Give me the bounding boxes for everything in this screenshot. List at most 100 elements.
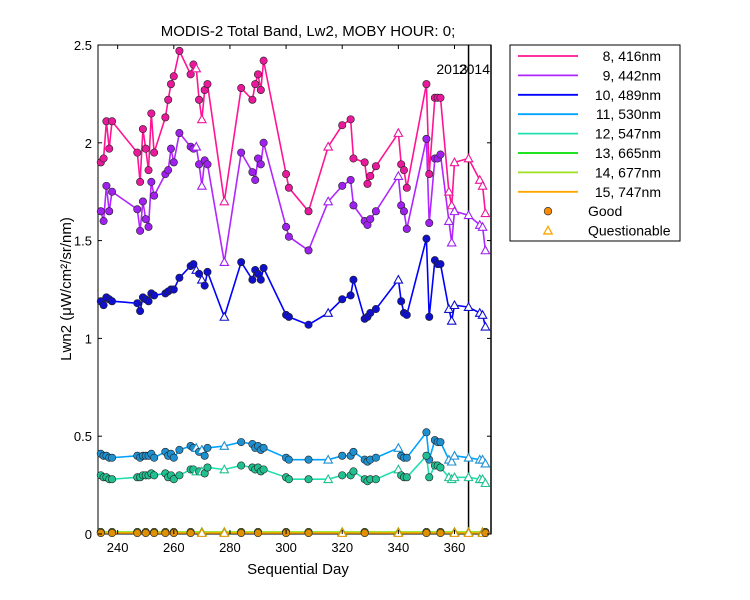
good-point bbox=[203, 80, 212, 89]
good-point bbox=[338, 181, 347, 190]
legend: 8, 416nm 9, 442nm 10, 489nm 11, 530nm 12, 54… bbox=[509, 44, 681, 242]
legend-marker-label: Good bbox=[588, 203, 622, 219]
good-point bbox=[425, 312, 434, 321]
good-point bbox=[133, 205, 142, 214]
good-point bbox=[422, 134, 431, 143]
good-point bbox=[166, 144, 175, 153]
good-point bbox=[237, 438, 246, 447]
questionable-point bbox=[449, 299, 460, 310]
good-point bbox=[349, 201, 358, 210]
good-point bbox=[248, 95, 257, 104]
good-point bbox=[200, 281, 209, 290]
good-point bbox=[133, 299, 142, 308]
chart-title: MODIS-2 Total Band, Lw2, MOBY HOUR: 0; bbox=[161, 23, 456, 40]
good-point bbox=[237, 529, 246, 538]
good-point bbox=[346, 175, 355, 184]
good-point bbox=[237, 148, 246, 157]
good-point bbox=[141, 529, 150, 538]
good-point bbox=[136, 177, 145, 186]
questionable-point bbox=[191, 141, 202, 151]
questionable-point bbox=[219, 464, 230, 474]
questionable-point bbox=[446, 237, 457, 247]
y-axis-label: Lwn2 (μW/cm²/sr/nm) bbox=[58, 217, 75, 361]
good-point bbox=[363, 179, 372, 188]
questionable-point bbox=[449, 205, 460, 216]
good-point bbox=[436, 529, 445, 538]
good-point bbox=[147, 109, 156, 118]
good-point bbox=[422, 234, 431, 243]
good-point bbox=[436, 260, 445, 269]
legend-label: 9, 442nm bbox=[603, 67, 661, 83]
good-point bbox=[282, 222, 291, 231]
good-point bbox=[150, 148, 159, 157]
good-point bbox=[259, 263, 268, 272]
good-point bbox=[203, 160, 212, 169]
good-point bbox=[366, 308, 375, 317]
good-point bbox=[259, 465, 268, 474]
good-point bbox=[256, 160, 265, 169]
good-point bbox=[99, 217, 108, 226]
questionable-point bbox=[393, 442, 404, 452]
good-point bbox=[304, 246, 313, 255]
x-tick-label: 360 bbox=[444, 540, 466, 555]
good-point bbox=[108, 117, 117, 126]
questionable-point bbox=[323, 454, 334, 464]
good-point bbox=[304, 475, 313, 484]
questionable-point bbox=[323, 141, 334, 151]
questionable-point bbox=[219, 256, 230, 267]
questionable-point bbox=[446, 315, 457, 325]
y-tick-label: 1 bbox=[85, 331, 92, 346]
good-point bbox=[338, 451, 347, 460]
good-point bbox=[284, 312, 293, 321]
good-point bbox=[175, 445, 184, 454]
good-point bbox=[254, 529, 263, 538]
questionable-point bbox=[219, 527, 230, 537]
good-point bbox=[141, 215, 150, 224]
good-point bbox=[150, 471, 159, 480]
good-point bbox=[259, 443, 268, 452]
questionable-point bbox=[191, 63, 202, 73]
good-point bbox=[141, 144, 150, 153]
x-tick-label: 260 bbox=[163, 540, 185, 555]
questionable-point bbox=[323, 307, 334, 317]
x-tick-label: 240 bbox=[107, 540, 129, 555]
good-point bbox=[164, 95, 173, 104]
legend-label: 8, 416nm bbox=[603, 48, 661, 64]
questionable-point bbox=[463, 301, 474, 312]
x-tick-label: 320 bbox=[331, 540, 353, 555]
questionable-point bbox=[443, 186, 455, 196]
questionable-point bbox=[323, 196, 334, 206]
good-point bbox=[422, 451, 431, 460]
good-point bbox=[108, 453, 117, 462]
good-point bbox=[133, 529, 142, 538]
good-point bbox=[349, 467, 358, 476]
good-point bbox=[284, 232, 293, 241]
questionable-point bbox=[219, 196, 230, 206]
questionable-point bbox=[480, 207, 491, 218]
y-tick-label: 0.5 bbox=[74, 429, 92, 444]
good-point bbox=[371, 453, 380, 462]
good-point bbox=[150, 529, 159, 538]
legend-marker-label: Questionable bbox=[588, 223, 671, 239]
good-point bbox=[248, 168, 257, 177]
year-label: 2013 bbox=[436, 61, 467, 77]
good-point bbox=[371, 305, 380, 314]
good-point bbox=[136, 307, 145, 316]
questionable-point bbox=[477, 309, 488, 319]
x-tick-label: 340 bbox=[388, 540, 410, 555]
legend-items: 8, 416nm 9, 442nm 10, 489nm 11, 530nm 12, 54… bbox=[518, 48, 671, 239]
questionable-point bbox=[196, 527, 207, 537]
good-point bbox=[108, 475, 117, 484]
good-point bbox=[366, 215, 375, 224]
questionable-point bbox=[477, 180, 488, 190]
legend-label: 12, 547nm bbox=[595, 126, 661, 142]
good-point bbox=[399, 166, 408, 175]
good-point bbox=[397, 297, 406, 306]
good-point bbox=[402, 224, 411, 233]
good-point bbox=[195, 160, 204, 169]
good-point bbox=[402, 453, 411, 462]
good-point bbox=[175, 129, 184, 138]
good-point bbox=[203, 443, 212, 452]
good-point bbox=[108, 187, 117, 196]
